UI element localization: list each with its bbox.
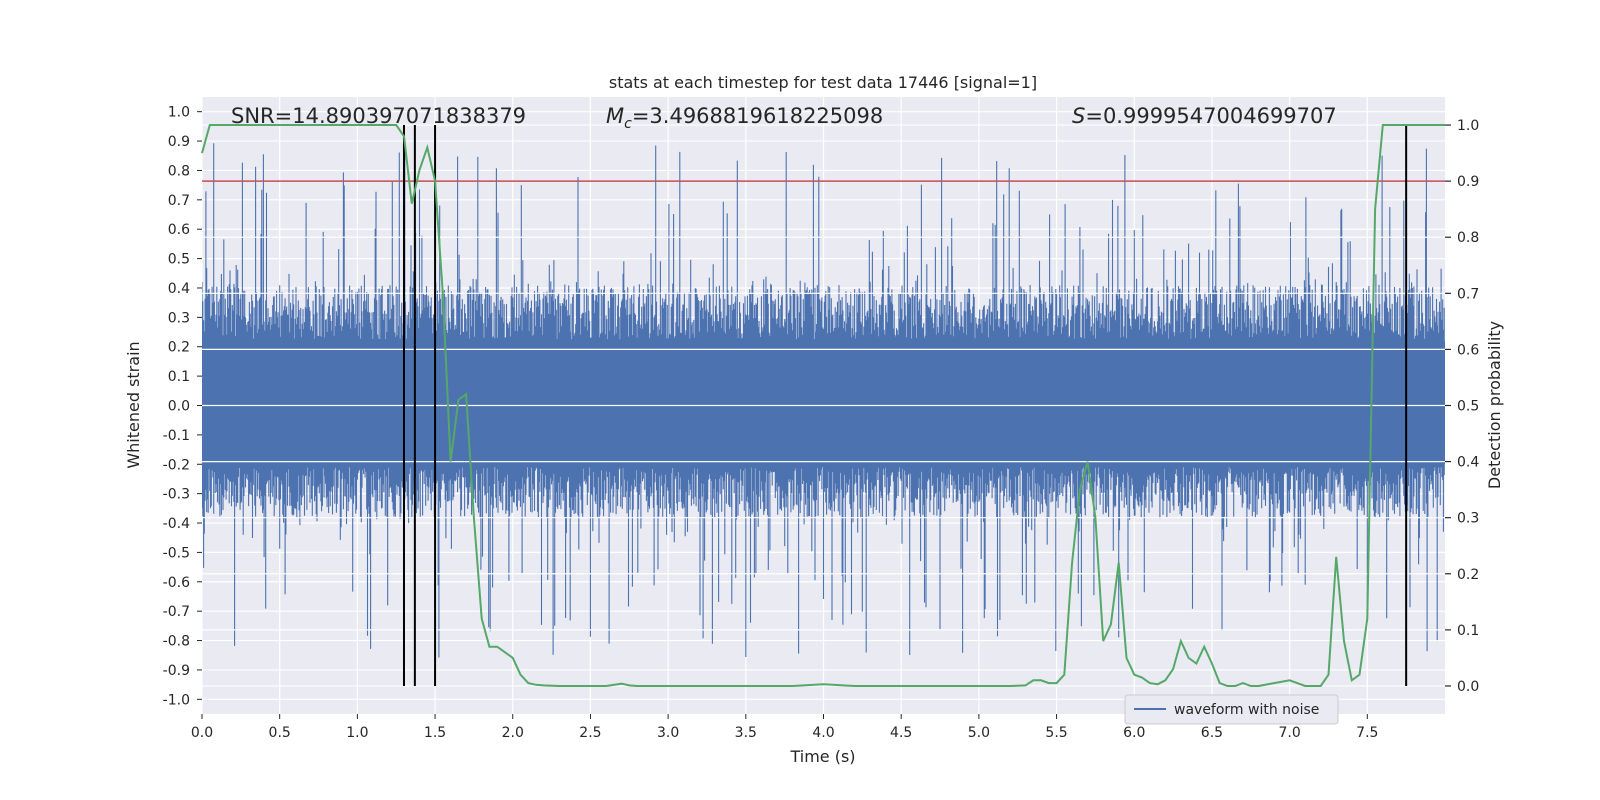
waveform-trace (202, 143, 1445, 658)
x-tick-label: 2.0 (502, 725, 524, 741)
x-tick-label: 5.5 (1045, 725, 1067, 741)
y-tick-label: -0.2 (163, 457, 190, 473)
x-tick-label: 0.5 (269, 725, 291, 741)
y-tick-label: 0.9 (168, 134, 190, 150)
x-tick-label: 0.0 (191, 725, 213, 741)
y2-tick-label: 0.0 (1457, 679, 1479, 695)
y-ticks: 1.0 0.9 0.8 0.7 0.6 0.5 0.4 0.3 0.2 0.1 0.0 -0.1 -0.… (163, 105, 202, 708)
s-annotation: S=0.9999547004699707 (1072, 104, 1337, 128)
y-tick-label: -0.4 (163, 516, 190, 532)
mc-subscript: c (624, 116, 632, 132)
y-tick-label: 0.1 (168, 369, 190, 385)
x-tick-label: 2.5 (579, 725, 601, 741)
y-tick-label: -0.6 (163, 575, 190, 591)
y2-tick-label: 1.0 (1457, 118, 1479, 134)
y2-tick-label: 0.5 (1457, 399, 1479, 415)
y-tick-label: 0.4 (168, 281, 190, 297)
detection-probability-series (201, 124, 1445, 687)
y2-tick-label: 0.6 (1457, 342, 1479, 358)
y-tick-label: 0.5 (168, 252, 190, 268)
chirp-mass-annotation: Mc=3.4968819618225098 (606, 104, 883, 132)
y2-tick-label: 0.2 (1457, 567, 1479, 583)
mc-value: =3.4968819618225098 (632, 104, 883, 128)
s-symbol: S (1072, 104, 1085, 128)
y-tick-label: -1.0 (163, 692, 190, 708)
y-tick-label: 0.6 (168, 222, 190, 238)
x-tick-label: 3.5 (735, 725, 757, 741)
x-tick-label: 5.0 (968, 725, 990, 741)
mc-symbol: M (606, 104, 624, 128)
y2-tick-label: 0.4 (1457, 455, 1479, 471)
x-tick-label: 4.0 (812, 725, 834, 741)
y2-tick-label: 0.8 (1457, 230, 1479, 246)
y-tick-label: 0.8 (168, 163, 190, 179)
x-tick-label: 7.0 (1278, 725, 1300, 741)
y-tick-label: -0.7 (163, 604, 190, 620)
y2-axis-label: Detection probability (1485, 321, 1504, 489)
y2-tick-label: 0.3 (1457, 511, 1479, 527)
legend-box (1124, 694, 1339, 725)
y-tick-label: -0.8 (163, 634, 190, 650)
x-tick-label: 6.5 (1201, 725, 1223, 741)
y-tick-label: 0.3 (168, 310, 190, 326)
x-tick-label: 7.5 (1356, 725, 1378, 741)
probability-line (201, 124, 1445, 687)
y-tick-label: 1.0 (168, 105, 190, 121)
x-axis-label: Time (s) (789, 747, 855, 766)
legend-label: waveform with noise (1174, 702, 1319, 718)
y-tick-label: -0.9 (163, 663, 190, 679)
s-value: =0.9999547004699707 (1085, 104, 1336, 128)
x-tick-label: 4.5 (890, 725, 912, 741)
y2-tick-label: 0.9 (1457, 174, 1479, 190)
snr-annotation: SNR=14.890397071838379 (231, 104, 526, 128)
y-tick-label: 0.0 (168, 399, 190, 415)
chart-title: stats at each timestep for test data 174… (609, 73, 1037, 92)
y-tick-label: 0.2 (168, 340, 190, 356)
y2-tick-label: 0.7 (1457, 286, 1479, 302)
y-tick-label: -0.5 (163, 545, 190, 561)
waveform-with-noise-series (202, 143, 1445, 658)
x-tick-label: 6.0 (1123, 725, 1145, 741)
y2-tick-label: 0.1 (1457, 623, 1479, 639)
x-tick-label: 1.0 (346, 725, 368, 741)
x-tick-label: 1.5 (424, 725, 446, 741)
vertical-lines (402, 125, 1408, 686)
x-tick-label: 3.0 (657, 725, 679, 741)
y-tick-label: 0.7 (168, 193, 190, 209)
y-tick-label: -0.3 (163, 487, 190, 503)
y-tick-label: -0.1 (163, 428, 190, 444)
y-axis-label: Whitened strain (124, 341, 143, 468)
x-ticks: 0.0 0.5 1.0 1.5 2.0 2.5 3.0 3.5 4.0 4.5 5.0 5.5 6.0 6… (191, 714, 1378, 741)
legend: waveform with noise (1124, 694, 1339, 725)
y2-ticks: 1.0 0.9 0.8 0.7 0.6 0.5 0.4 0.3 0.2 0.1 0.0 (1445, 118, 1479, 695)
